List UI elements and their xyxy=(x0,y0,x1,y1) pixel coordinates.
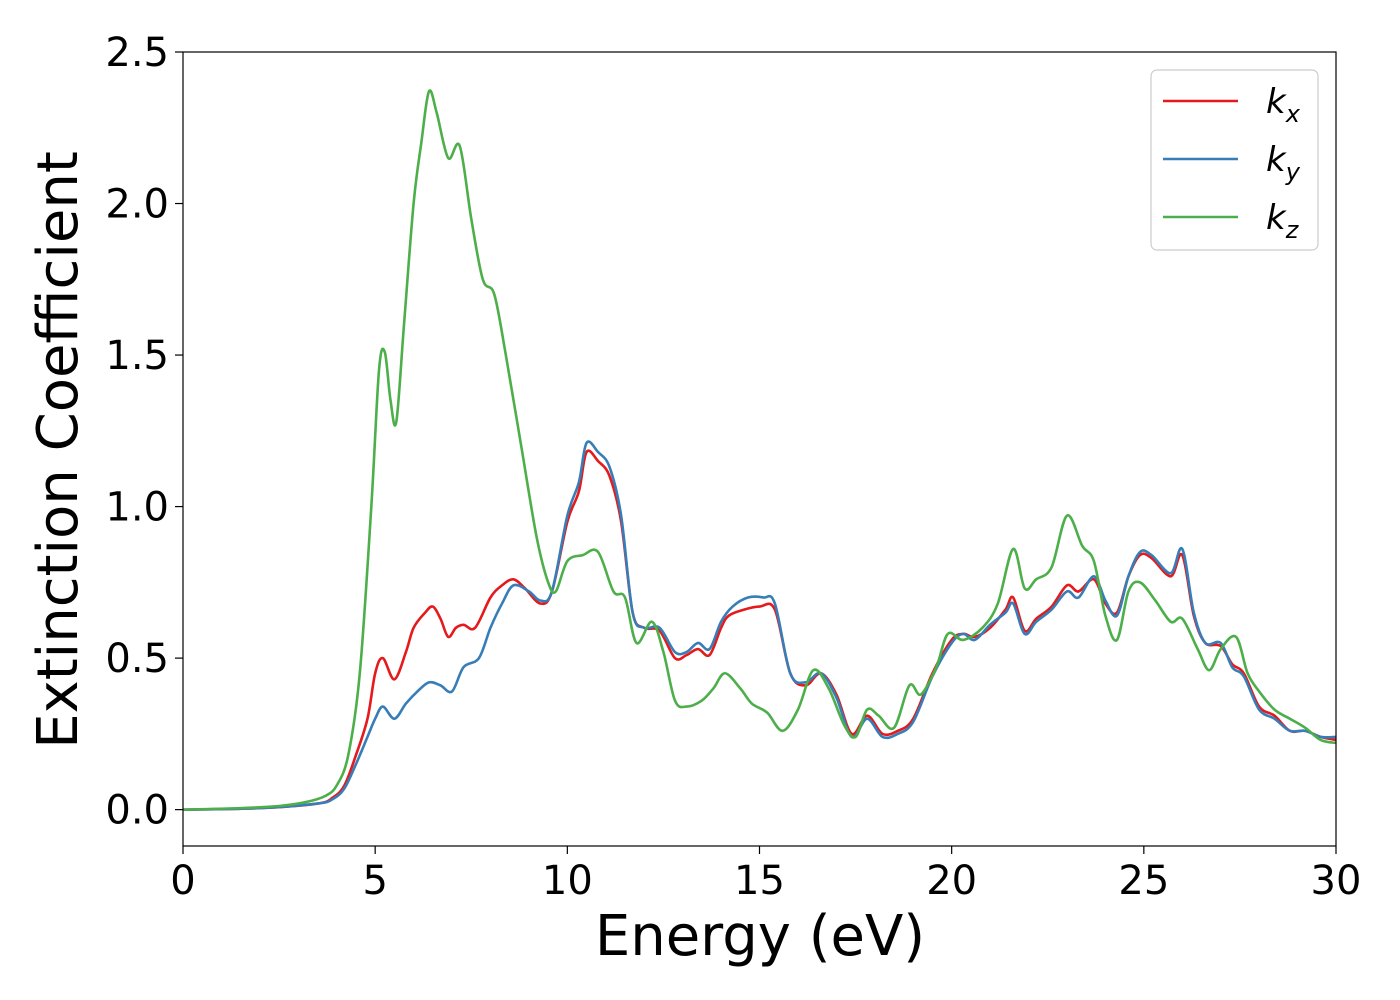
y-tick-label: 1.5 xyxy=(105,333,169,379)
x-tick-label: 15 xyxy=(734,858,785,904)
x-tick-label: 0 xyxy=(170,858,195,904)
series-lines xyxy=(183,89,1336,811)
y-tick-label: 2.0 xyxy=(105,182,169,228)
x-axis-label: Energy (eV) xyxy=(595,904,925,969)
x-tick-label: 20 xyxy=(926,858,977,904)
y-tick-label: 1.0 xyxy=(105,485,169,531)
x-tick-label: 30 xyxy=(1311,858,1362,904)
legend-label-subscript: z xyxy=(1285,216,1300,244)
y-axis-label: Extinction Coefficient xyxy=(26,151,91,749)
plot-area xyxy=(183,89,1336,811)
y-tick-label: 2.5 xyxy=(105,30,169,76)
x-tick-label: 10 xyxy=(542,858,593,904)
y-tick-label: 0.5 xyxy=(105,636,169,682)
x-tick-label: 5 xyxy=(362,858,387,904)
series-line-ky xyxy=(183,440,1336,811)
series-line-kx xyxy=(183,449,1336,811)
axes: 0 5 10 15 20 25 30 0.0 0.5 1.0 1.5 2.0 2.5 xyxy=(105,30,1361,904)
series-line-kz xyxy=(183,89,1336,811)
legend-label-subscript: x xyxy=(1285,100,1301,128)
legend-label-subscript: y xyxy=(1285,158,1301,186)
x-tick-label: 25 xyxy=(1118,858,1169,904)
y-tick-label: 0.0 xyxy=(105,788,169,834)
